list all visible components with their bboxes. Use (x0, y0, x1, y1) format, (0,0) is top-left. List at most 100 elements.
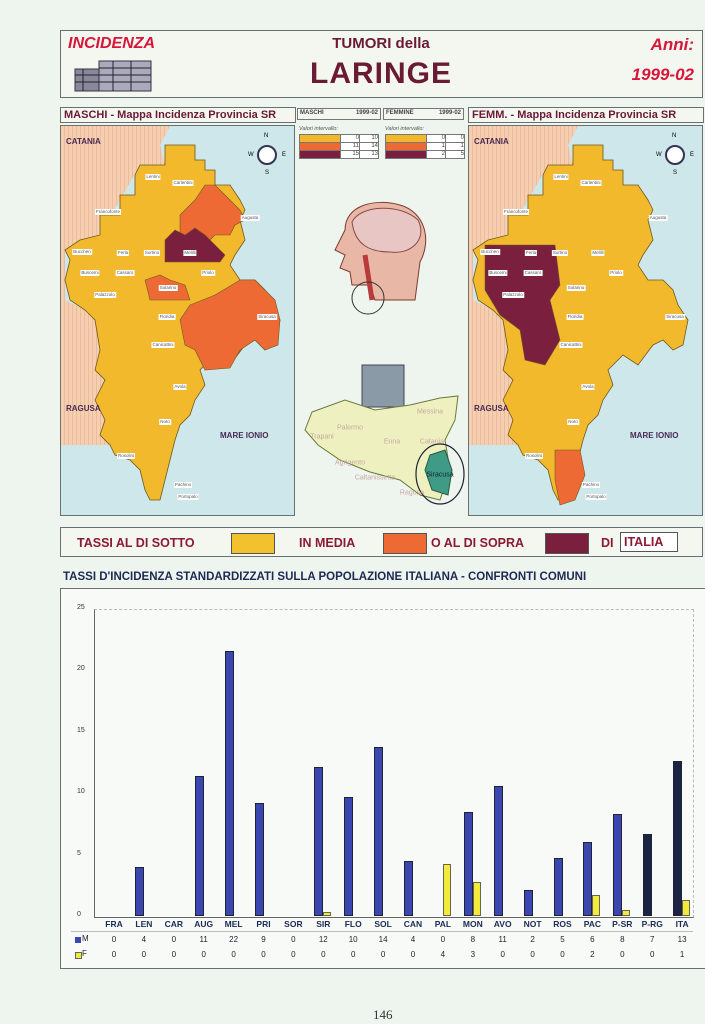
female-legend-years: 1999-02 (438, 110, 461, 116)
town-label: Rosolini (116, 453, 136, 459)
legend-max-value: 5 (445, 150, 465, 159)
bar-f-ita (682, 900, 691, 916)
m-value: 11 (199, 935, 208, 944)
town-label: Ferla (524, 250, 538, 256)
m-value: 8 (470, 935, 476, 944)
plot-area (94, 609, 694, 918)
y-tick-label: 15 (77, 726, 85, 734)
m-value: 0 (440, 935, 446, 944)
legend-of-label: DI (601, 536, 614, 550)
m-value: 10 (348, 935, 358, 944)
m-value: 11 (498, 935, 507, 944)
f-value: 0 (620, 950, 625, 959)
legend-color-swatch (299, 150, 341, 159)
bar-m-pri (254, 803, 264, 916)
town-label: Augusta (648, 215, 668, 221)
sea-label: MARE IONIO (630, 431, 679, 440)
legend-m-swatch (75, 937, 81, 943)
bar-m-p-sr (613, 814, 623, 916)
male-map (61, 126, 281, 501)
f-value: 0 (380, 950, 386, 959)
town-label: Siracusa (665, 314, 685, 320)
town-label: Canicattini (559, 342, 583, 348)
f-value: 4 (440, 950, 446, 959)
compass-n: N (264, 133, 269, 139)
category-label: AVO (493, 919, 512, 929)
town-label: Melilli (183, 250, 197, 256)
bar-m-flo (344, 796, 354, 916)
head-anatomy-illustration (334, 202, 427, 315)
bar-m-ita (673, 761, 683, 916)
years-value: 1999-02 (631, 65, 694, 84)
category-label: ROS (553, 919, 572, 929)
town-label: Lentini (553, 174, 569, 180)
chart-marks: 0 5 10 15 20 25 FRA 0 0 LEN 4 0 CAR 0 0 AUG 11 0 MEL 22 0 PRI… (61, 589, 705, 968)
f-value: 0 (111, 950, 117, 959)
bar-f-p-sr (622, 909, 631, 916)
area-above-average (554, 449, 586, 506)
f-value: 1 (679, 950, 685, 959)
category-label: PAC (583, 919, 602, 929)
male-map-title: MASCHI - Mappa Incidenza Provincia SR (60, 107, 296, 123)
province-label: Palermo (336, 424, 364, 432)
area-above-average (179, 279, 281, 371)
f-value: 0 (649, 950, 655, 959)
m-value: 2 (530, 935, 535, 944)
female-legend-label: FEMMINE (386, 110, 414, 116)
male-legend-years: 1999-02 (355, 110, 378, 116)
legend-swatch-average (383, 533, 427, 554)
town-label: Cassaro (523, 270, 543, 276)
town-label: Pachino (173, 482, 193, 488)
category-label: SOR (284, 919, 303, 929)
bar-m-can (404, 860, 413, 916)
m-value: 0 (111, 935, 117, 944)
m-value: 4 (410, 935, 416, 944)
m-value: 13 (677, 935, 687, 944)
province-label: Agrigento (335, 459, 365, 467)
legend-max-value: 13 (359, 150, 379, 159)
male-legend-caption: Valori intervallo: (299, 126, 338, 132)
town-label: Avola (173, 384, 187, 390)
category-label: FLO (344, 919, 362, 929)
legend-bar: TASSI AL DI SOTTO IN MEDIA O AL DI SOPRA… (60, 527, 703, 557)
compass-s: S (265, 170, 270, 176)
bar-f-pac (592, 895, 601, 916)
province-label: Messina (416, 408, 444, 416)
page-number: 146 (373, 1007, 393, 1022)
m-value: 9 (261, 935, 266, 944)
legend-f-label: F (82, 949, 87, 958)
f-value: 0 (231, 950, 236, 959)
town-label: Siracusa (257, 314, 277, 320)
town-label: Solarino (158, 285, 178, 291)
m-value: 8 (620, 935, 625, 944)
compass-w: W (248, 152, 254, 158)
town-label: Noto (567, 419, 579, 425)
y-tick-label: 0 (77, 911, 81, 918)
f-value: 0 (141, 950, 147, 959)
town-label: Buccheri (72, 249, 92, 255)
bar-m-ros (553, 858, 563, 916)
town-label: Lentini (145, 174, 161, 180)
town-label: Cassaro (115, 270, 135, 276)
town-label: Carlentini (172, 180, 194, 186)
bar-m-len (134, 866, 144, 916)
sea-label: MARE IONIO (220, 431, 269, 440)
neighbor-land-area (61, 126, 170, 445)
category-label: AUG (194, 919, 214, 929)
female-legend-caption: Valori intervallo: (385, 126, 424, 132)
town-label: Avola (581, 384, 595, 390)
bar-f-mon (472, 881, 481, 916)
town-label: Rosolini (524, 453, 544, 459)
m-value: 12 (318, 935, 328, 944)
m-value: 4 (141, 935, 147, 944)
f-value: 0 (410, 950, 416, 959)
female-map-title: FEMM. - Mappa Incidenza Provincia SR (468, 107, 704, 123)
bar-f-pal (442, 864, 451, 916)
town-label: Solarino (566, 285, 586, 291)
bar-m-mon (463, 811, 473, 916)
town-label: Francofonte (502, 209, 530, 215)
f-value: 0 (530, 950, 535, 959)
chart-title: TASSI D'INCIDENZA STANDARDIZZATI SULLA P… (63, 571, 587, 583)
